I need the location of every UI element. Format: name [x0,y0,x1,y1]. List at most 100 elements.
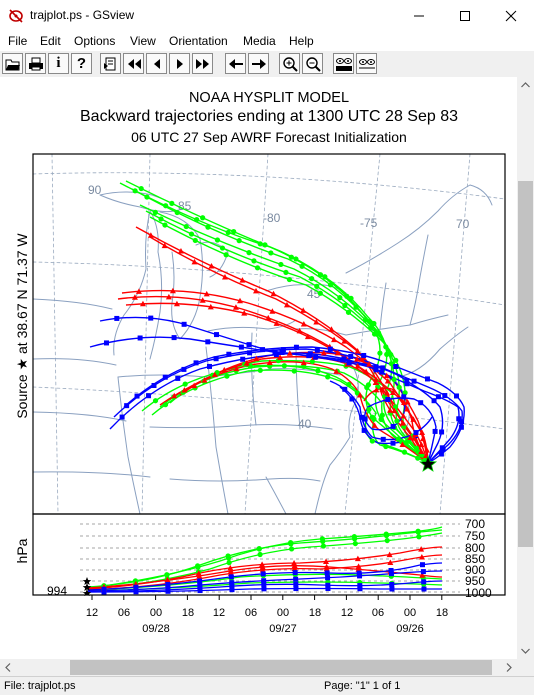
forward-button[interactable] [248,53,269,74]
menu-options[interactable]: Options [74,34,116,48]
trajectory-marker [257,241,263,247]
map-outlines [33,184,493,514]
trajectory-marker [307,351,313,357]
trajectory-marker [419,429,426,436]
level-label-850: 850 [465,552,485,566]
toolbar: i ? [0,51,534,78]
open-file-button[interactable] [2,53,23,74]
trajectory-marker [424,376,430,382]
horizontal-scrollbar[interactable] [0,659,517,676]
close-button[interactable] [488,0,534,31]
next-page-icon [176,58,183,69]
trajectory-marker [300,307,307,313]
trajectory-marker [293,581,299,587]
horizontal-scrollbar-graphic [5,660,512,675]
trajectory-marker [165,588,171,594]
trajectory-marker [375,330,382,336]
magnify-view-button[interactable] [356,53,377,74]
zoom-in-button[interactable] [279,53,300,74]
gsview-app-icon[interactable] [8,7,24,23]
last-page-icon [195,58,209,69]
trajectory-marker [323,563,330,570]
trajectory-marker [133,589,139,595]
menu-help[interactable]: Help [289,34,314,48]
vertical-scrollbar[interactable] [517,77,534,659]
next-page-button[interactable] [169,53,190,74]
trajectory-marker [432,428,438,434]
trajectory-marker [386,551,393,558]
open-file-icon [5,59,20,70]
trajectory-marker [101,586,107,592]
trajectory-marker [366,361,373,367]
trajectory-marker [281,363,287,369]
menu-edit[interactable]: Edit [40,34,61,48]
trajectory-marker [404,398,411,405]
trajectory-marker [246,342,252,348]
trajectory-marker [351,533,357,540]
help-button[interactable]: ? [71,53,92,74]
menu-file[interactable]: File [8,34,28,48]
trajectory-marker [363,368,370,375]
status-bar: File: trajplot.ps Page: "1" 1 of 1 [0,676,534,695]
horizontal-scroll-thumb[interactable] [70,660,492,675]
document-viewport[interactable]: NOAA HYSPLIT MODEL Backward trajectories… [0,77,517,659]
trajectory-marker [388,567,394,573]
profile-start-stars [82,577,92,596]
scroll-up-icon[interactable] [521,82,530,88]
last-page-button[interactable] [192,53,213,74]
scroll-left-icon[interactable] [5,663,11,672]
time-tick-label: 12 [213,607,225,619]
trajectory-marker [362,416,368,422]
maximize-button[interactable] [442,0,488,31]
trajectory-marker [380,436,386,442]
trajectory-marker [331,336,338,343]
info-button[interactable]: i [48,53,69,74]
trajectory-marker [164,577,171,583]
trajectory-marker [442,393,448,399]
trajectory-marker [165,581,171,587]
trajectory-marker [404,381,410,387]
print-button[interactable] [25,53,46,74]
trajectory-marker [229,587,235,593]
trajectory-marker [239,277,246,283]
zoom-out-button[interactable] [302,53,323,74]
trajectory-marker [135,288,142,294]
date-label-0928: 09/28 [142,623,170,635]
trajectory-marker [269,308,276,314]
level-label-900: 900 [465,563,485,577]
trajectory-marker [320,349,327,356]
trajectory-marker [181,366,187,372]
previous-page-button[interactable] [146,53,167,74]
vertical-scroll-thumb[interactable] [518,181,533,547]
trajectory-marker [164,572,170,578]
scroll-right-icon[interactable] [506,663,512,672]
plot-title-initialization: 06 UTC 27 Sep AWRF Forecast Initializati… [131,129,407,145]
trajectory-marker [261,578,267,584]
trajectory-marker [265,314,272,321]
first-page-button[interactable] [123,53,144,74]
trajectory-marker [313,319,320,325]
trajectory-marker [134,393,140,399]
trajectory-marker [261,586,267,592]
trajectory-marker [411,378,417,384]
trajectory-marker [273,320,280,326]
menu-view[interactable]: View [130,34,156,48]
trajectory-marker [364,384,370,391]
goto-page-button[interactable] [100,53,121,74]
trajectory-marker [227,567,234,574]
trajectory-marker [418,546,425,552]
trajectory-marker [191,382,198,389]
trajectory-marker [288,539,294,546]
scroll-down-icon[interactable] [521,648,530,654]
text-extract-button[interactable] [333,53,354,74]
menu-media[interactable]: Media [243,34,276,48]
trajectory-marker [366,406,372,413]
status-file: File: trajplot.ps [4,680,76,692]
trajectory-marker [291,368,297,374]
back-button[interactable] [225,53,246,74]
trajectory-marker [277,354,284,360]
trajectory-marker [229,583,235,589]
minimize-button[interactable] [396,0,442,31]
menu-orientation[interactable]: Orientation [169,34,228,48]
trajectory-marker [379,369,385,375]
